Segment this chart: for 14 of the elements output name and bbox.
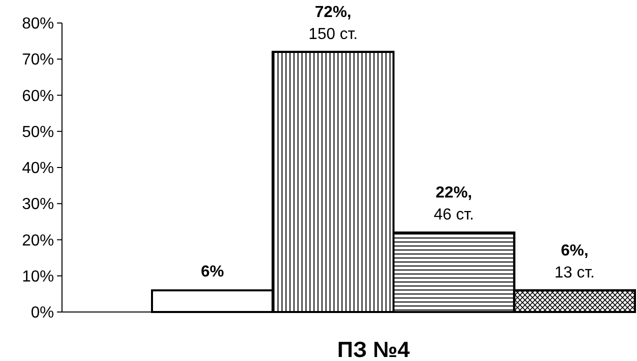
data-label: 6% <box>200 263 224 280</box>
y-tick-label: 50% <box>22 124 54 141</box>
data-label: 72%, 150 ст. <box>308 4 358 43</box>
y-tick-label: 20% <box>22 232 54 250</box>
y-tick-label: 80% <box>22 16 54 33</box>
y-tick-label: 0% <box>30 304 54 322</box>
y-tick-label: 10% <box>22 268 54 286</box>
data-label: 6%, 13 ст. <box>554 242 595 282</box>
x-axis-title: ПЗ №4 <box>337 337 410 361</box>
data-label: 22%, 46 ст. <box>434 184 474 224</box>
y-tick-label: 70% <box>22 52 54 69</box>
y-tick-label: 60% <box>22 88 54 105</box>
y-tick-label: 30% <box>22 196 54 214</box>
y-tick-label: 40% <box>22 160 54 178</box>
